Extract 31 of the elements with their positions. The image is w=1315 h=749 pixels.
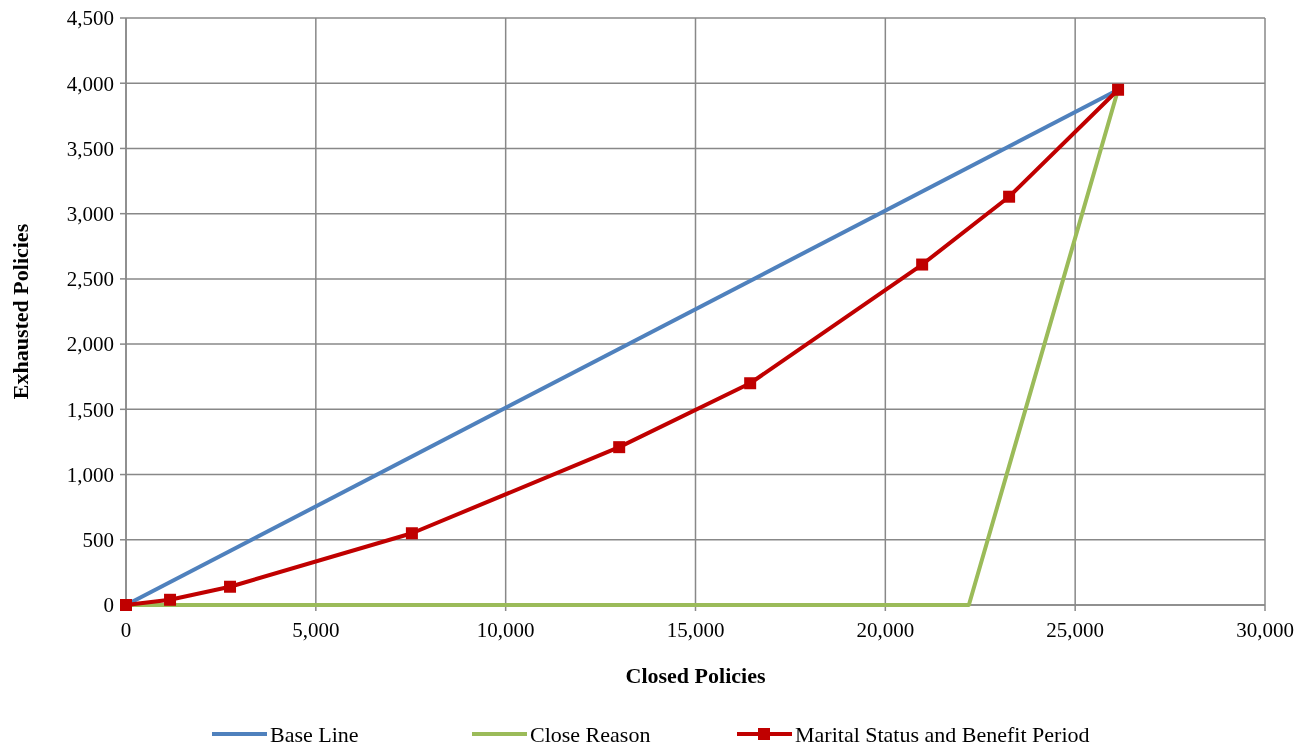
x-tick-label: 30,000 (1236, 618, 1294, 642)
point (224, 580, 237, 593)
x-tick-label: 0 (120, 618, 132, 642)
legend-label: Close Reason (530, 721, 651, 747)
y-tick-label: 2,000 (66, 332, 114, 357)
legend-label: Marital Status and Benefit Period (795, 721, 1090, 747)
y-tick-label: 3,000 (66, 202, 114, 227)
y-axis-title: Exhausted Policies (8, 223, 33, 400)
point (405, 527, 418, 540)
y-tick-label: 2,500 (66, 267, 114, 292)
point (120, 599, 132, 611)
point (1003, 190, 1016, 203)
y-tick-label: 500 (82, 528, 114, 553)
y-tick-label: 3,500 (66, 136, 114, 161)
x-axis-title: Closed Policies (625, 663, 766, 688)
legend-label: Base Line (270, 721, 359, 747)
point (164, 593, 177, 606)
x-tick-label: 5,000 (292, 618, 340, 642)
x-tick-label: 20,000 (856, 618, 915, 642)
y-tick-label: 4,500 (66, 6, 114, 31)
point (1112, 83, 1125, 96)
y-tick-label: 1,000 (66, 462, 114, 487)
point (744, 377, 757, 390)
y-tick-label: 1,500 (66, 397, 114, 422)
y-tick-label: 4,000 (66, 71, 114, 96)
y-tick-label: 0 (103, 593, 114, 618)
point (916, 258, 929, 271)
x-tick-label: 25,000 (1046, 618, 1105, 642)
point (613, 441, 626, 454)
x-tick-label: 15,000 (666, 618, 725, 642)
x-tick-label: 10,000 (476, 618, 535, 642)
